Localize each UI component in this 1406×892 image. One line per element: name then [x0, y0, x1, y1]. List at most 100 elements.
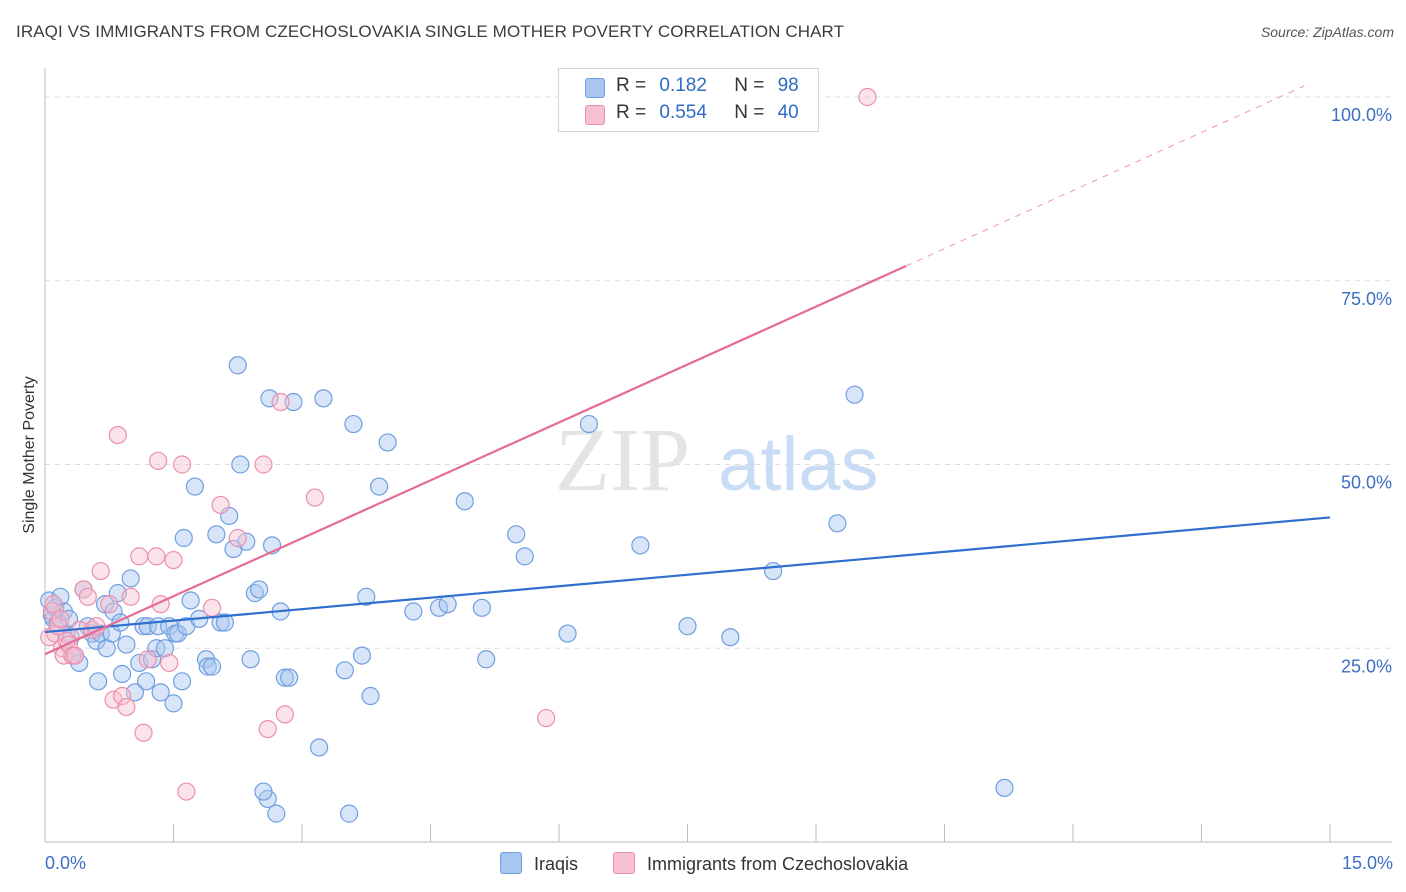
point-czechoslovakia [172, 455, 192, 474]
point-iraqis [185, 477, 205, 496]
point-czechoslovakia [44, 595, 63, 614]
point-czechoslovakia [258, 719, 277, 739]
point-iraqis [280, 668, 299, 687]
r-label: R = [616, 102, 647, 123]
point-czechoslovakia [51, 609, 70, 628]
point-czechoslovakia [112, 686, 132, 706]
r-label: R = [616, 75, 647, 96]
r-value: 0.182 [659, 75, 707, 96]
point-czechoslovakia [148, 451, 168, 470]
n-value: 40 [777, 102, 799, 123]
point-iraqis [172, 672, 192, 691]
stats-legend: R = 0.182 N = 98 R = 0.554 N = 40 [558, 68, 819, 132]
point-iraqis [515, 547, 534, 566]
legend-swatch-iraqis [585, 78, 605, 98]
point-czechoslovakia [117, 697, 136, 717]
point-iraqis [370, 477, 389, 496]
point-czechoslovakia [202, 598, 222, 617]
point-iraqis [344, 414, 363, 434]
point-iraqis [721, 628, 740, 647]
point-iraqis [472, 598, 491, 617]
series-legend-iraqis[interactable]: Iraqis [500, 852, 578, 875]
point-iraqis [207, 525, 226, 544]
point-czechoslovakia [65, 646, 85, 665]
x-tick-label: 15.0% [1342, 853, 1393, 873]
point-iraqis [260, 389, 279, 408]
trend-line-iraqis [44, 516, 1331, 634]
y-tick-label: 100.0% [1331, 105, 1392, 125]
point-iraqis [142, 650, 162, 669]
point-iraqis [310, 738, 329, 757]
point-iraqis [314, 389, 333, 408]
point-czechoslovakia [164, 550, 183, 570]
point-czechoslovakia [211, 495, 230, 515]
point-czechoslovakia [138, 650, 157, 669]
point-iraqis [254, 782, 273, 801]
n-value: 98 [777, 75, 799, 96]
series-legend-czechoslovakia[interactable]: Immigrants from Czechoslovakia [613, 852, 908, 875]
point-czechoslovakia [147, 547, 166, 566]
point-iraqis [340, 804, 359, 823]
legend-swatch-czechoslovakia [585, 105, 605, 125]
point-iraqis [845, 385, 864, 404]
point-iraqis [250, 580, 269, 599]
data-points [40, 87, 1014, 823]
point-czechoslovakia [130, 547, 149, 566]
r-value: 0.554 [659, 102, 707, 123]
watermark-atlas: atlas [718, 422, 879, 507]
trend-line-czechoslovakia [44, 265, 907, 656]
point-czechoslovakia [177, 782, 196, 801]
point-czechoslovakia [228, 528, 247, 548]
point-iraqis [352, 646, 372, 665]
point-czechoslovakia [100, 595, 119, 614]
point-czechoslovakia [858, 87, 877, 107]
point-czechoslovakia [134, 723, 153, 742]
point-iraqis [438, 595, 457, 614]
point-czechoslovakia [108, 426, 127, 445]
point-iraqis [361, 686, 380, 706]
x-tick-label: 0.0% [45, 853, 86, 873]
chart-title: IRAQI VS IMMIGRANTS FROM CZECHOSLOVAKIA … [16, 22, 845, 41]
legend-stats-czechoslovakia: R = 0.554 N = 40 [616, 102, 799, 124]
point-iraqis [631, 536, 650, 555]
point-czechoslovakia [78, 587, 97, 606]
point-iraqis [51, 587, 70, 606]
point-czechoslovakia [160, 653, 179, 673]
point-iraqis [267, 804, 286, 823]
point-iraqis [211, 613, 230, 632]
trend-line-extension-czechoslovakia [905, 85, 1305, 267]
tick-labels: 25.0% 50.0% 75.0% 100.0% 0.0% 15.0% [45, 105, 1393, 873]
point-iraqis [151, 683, 170, 702]
grid-lines [45, 96, 1392, 649]
legend-label-iraqis: Iraqis [534, 854, 579, 874]
point-czechoslovakia [305, 488, 324, 507]
point-iraqis [507, 525, 526, 544]
point-czechoslovakia [275, 705, 294, 724]
point-iraqis [174, 528, 193, 548]
point-iraqis [164, 694, 183, 713]
point-iraqis [404, 602, 423, 621]
point-iraqis [477, 650, 496, 669]
y-tick-label: 25.0% [1341, 656, 1392, 676]
watermark: ZIP atlas [555, 411, 879, 510]
point-iraqis [155, 639, 175, 658]
point-iraqis [284, 392, 303, 412]
point-iraqis [678, 617, 697, 636]
y-axis-label: Single Mother Poverty [21, 376, 38, 533]
point-iraqis [117, 635, 136, 654]
point-iraqis [198, 657, 217, 676]
legend-swatch-iraqis [500, 852, 522, 874]
point-iraqis [357, 587, 376, 606]
point-iraqis [89, 672, 108, 691]
point-iraqis [378, 433, 397, 452]
point-iraqis [764, 561, 783, 581]
point-iraqis [202, 657, 222, 676]
point-iraqis [196, 650, 216, 669]
point-iraqis [121, 569, 140, 588]
n-label: N = [734, 75, 765, 96]
point-iraqis [455, 492, 474, 511]
legend-stats-iraqis: R = 0.182 N = 98 [616, 75, 799, 97]
point-iraqis [995, 778, 1014, 798]
legend-swatch-czechoslovakia [613, 852, 635, 874]
